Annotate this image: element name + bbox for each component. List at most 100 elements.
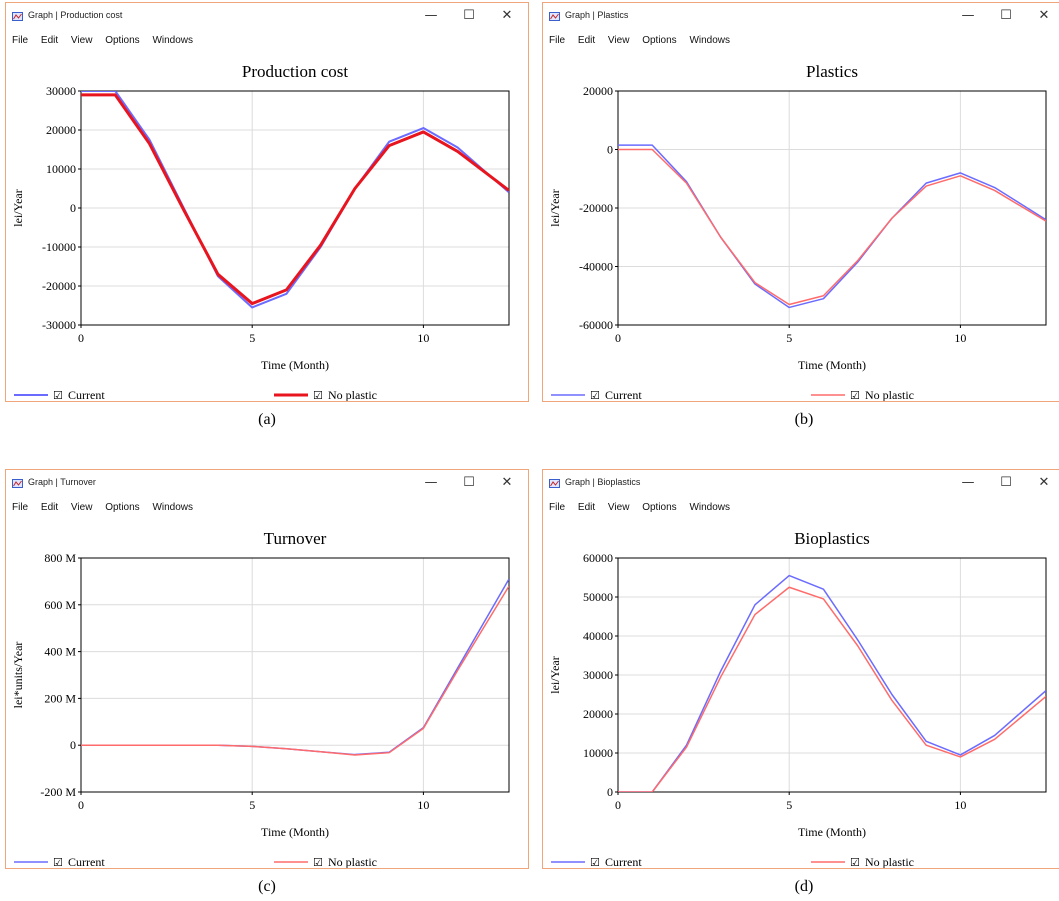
menu-view[interactable]: View <box>607 35 630 46</box>
legend-label: No plastic <box>865 388 914 402</box>
legend-label: Current <box>68 388 105 402</box>
y-axis-label: lei*units/Year <box>11 642 25 709</box>
figure-caption: (a) <box>258 411 276 428</box>
chart-title: Production cost <box>242 62 349 81</box>
legend-checkbox-icon: ☑ <box>53 389 63 402</box>
legend-label: Current <box>605 388 642 402</box>
legend-checkbox-icon: ☑ <box>313 856 323 869</box>
y-tick-label: -60000 <box>579 318 613 332</box>
minimize-button[interactable]: — <box>961 475 975 490</box>
close-button[interactable]: ✕ <box>1038 475 1050 490</box>
series-line-no-plastic <box>81 93 509 306</box>
menu-edit[interactable]: Edit <box>40 35 59 46</box>
menu-windows[interactable]: Windows <box>689 502 731 513</box>
x-tick-label: 5 <box>249 798 255 812</box>
menu-view[interactable]: View <box>70 502 93 513</box>
series-line-no-plastic <box>81 585 509 756</box>
graph-panel-c: Graph | Turnover — ☐ ✕ File Edit View Op… <box>5 469 529 901</box>
y-tick-label: 10000 <box>46 162 76 176</box>
title-bar: Graph | Bioplastics — ☐ ✕ <box>543 470 1059 496</box>
menu-windows[interactable]: Windows <box>152 35 194 46</box>
figure-caption: (d) <box>794 878 814 895</box>
y-tick-label: 0 <box>607 143 613 157</box>
menu-options[interactable]: Options <box>105 502 140 513</box>
chart: Production cost -30000 -20000 -10000 0 10000 2… <box>11 62 510 402</box>
menu-edit[interactable]: Edit <box>40 502 59 513</box>
y-tick-label: 20000 <box>583 84 613 98</box>
menu-bar: File Edit View Options Windows <box>12 502 203 516</box>
y-tick-label: 0 <box>70 738 76 752</box>
chart-title: Bioplastics <box>794 529 870 548</box>
y-tick-label: -30000 <box>42 318 76 332</box>
series-line-no-plastic <box>618 586 1046 792</box>
y-tick-label: 10000 <box>583 746 613 760</box>
legend-label: Current <box>68 855 105 869</box>
menu-options[interactable]: Options <box>642 502 677 513</box>
y-tick-label: 60000 <box>583 551 613 565</box>
menu-file[interactable]: File <box>12 502 29 513</box>
window-title: Graph | Bioplastics <box>565 477 641 487</box>
menu-edit[interactable]: Edit <box>577 35 596 46</box>
menu-edit[interactable]: Edit <box>577 502 596 513</box>
legend-checkbox-icon: ☑ <box>313 389 323 402</box>
y-tick-label: 40000 <box>583 629 613 643</box>
menu-windows[interactable]: Windows <box>152 502 194 513</box>
menu-bar: File Edit View Options Windows <box>549 35 740 49</box>
menu-view[interactable]: View <box>607 502 630 513</box>
x-axis-label: Time (Month) <box>261 825 329 839</box>
maximize-button[interactable]: ☐ <box>1000 475 1012 490</box>
close-button[interactable]: ✕ <box>501 8 513 23</box>
y-axis-label: lei/Year <box>548 189 562 226</box>
y-tick-label: 30000 <box>583 668 613 682</box>
chart-title: Plastics <box>806 62 858 81</box>
graph-window: Graph | Bioplastics — ☐ ✕ File Edit View… <box>542 469 1059 869</box>
close-button[interactable]: ✕ <box>1038 8 1050 23</box>
y-tick-label: 0 <box>70 201 76 215</box>
minimize-button[interactable]: — <box>961 8 975 23</box>
y-tick-label: -200 M <box>40 785 76 799</box>
legend-checkbox-icon: ☑ <box>590 856 600 869</box>
menu-view[interactable]: View <box>70 35 93 46</box>
graph-window: Graph | Turnover — ☐ ✕ File Edit View Op… <box>5 469 529 869</box>
menu-options[interactable]: Options <box>642 35 677 46</box>
title-bar: Graph | Plastics — ☐ ✕ <box>543 3 1059 29</box>
x-tick-label: 10 <box>417 798 429 812</box>
menu-options[interactable]: Options <box>105 35 140 46</box>
menu-file[interactable]: File <box>549 502 566 513</box>
legend-checkbox-icon: ☑ <box>850 856 860 869</box>
x-axis-label: Time (Month) <box>798 358 866 372</box>
window-title: Graph | Plastics <box>565 10 629 20</box>
y-tick-label: -10000 <box>42 240 76 254</box>
title-bar: Graph | Turnover — ☐ ✕ <box>6 470 528 496</box>
close-button[interactable]: ✕ <box>501 475 513 490</box>
y-tick-label: 20000 <box>46 123 76 137</box>
graph-app-icon <box>12 479 23 488</box>
graph-window: Graph | Plastics — ☐ ✕ File Edit View Op… <box>542 2 1059 402</box>
maximize-button[interactable]: ☐ <box>463 475 475 490</box>
maximize-button[interactable]: ☐ <box>463 8 475 23</box>
x-tick-label: 5 <box>786 798 792 812</box>
x-tick-label: 10 <box>954 798 966 812</box>
menu-file[interactable]: File <box>12 35 29 46</box>
x-axis-label: Time (Month) <box>261 358 329 372</box>
y-tick-label: 0 <box>607 785 613 799</box>
menu-file[interactable]: File <box>549 35 566 46</box>
x-tick-label: 0 <box>78 798 84 812</box>
y-axis-label: lei/Year <box>548 656 562 693</box>
series-line-no-plastic <box>618 148 1046 306</box>
legend-label: No plastic <box>865 855 914 869</box>
plot-frame <box>80 557 510 793</box>
x-tick-label: 5 <box>249 331 255 345</box>
y-tick-label: 800 M <box>44 551 76 565</box>
menu-bar: File Edit View Options Windows <box>12 35 203 49</box>
menu-windows[interactable]: Windows <box>689 35 731 46</box>
minimize-button[interactable]: — <box>424 475 438 490</box>
x-tick-label: 0 <box>615 331 621 345</box>
y-tick-label: 30000 <box>46 84 76 98</box>
minimize-button[interactable]: — <box>424 8 438 23</box>
series-line-current <box>618 574 1046 792</box>
menu-bar: File Edit View Options Windows <box>549 502 740 516</box>
maximize-button[interactable]: ☐ <box>1000 8 1012 23</box>
legend-label: No plastic <box>328 388 377 402</box>
window-title: Graph | Production cost <box>28 10 123 20</box>
